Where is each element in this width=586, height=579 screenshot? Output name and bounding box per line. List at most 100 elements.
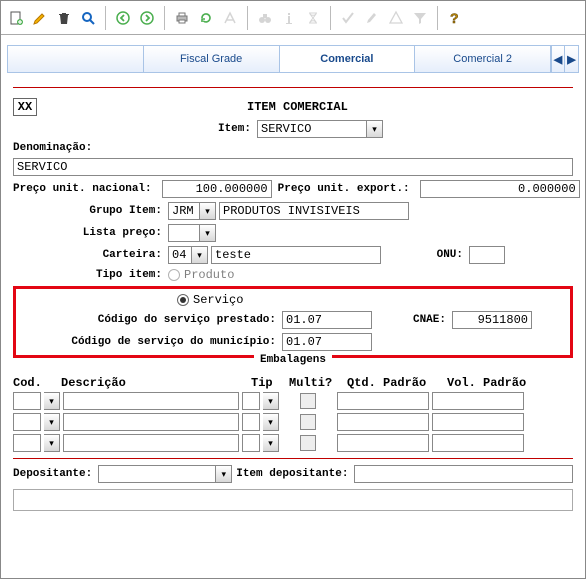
cod-servico-prestado-label: Código do serviço prestado: <box>22 314 282 326</box>
binoculars-icon <box>254 7 276 29</box>
col-vol: Vol. Padrão <box>447 376 547 390</box>
cod-servico-municipio-label: Código de serviço do município: <box>22 336 282 348</box>
radio-servico-label: Serviço <box>193 293 243 307</box>
servico-highlight: Serviço Código do serviço prestado: CNAE… <box>13 286 573 358</box>
tab-blank[interactable] <box>7 45 144 72</box>
warning-icon <box>385 7 407 29</box>
radio-produto-label: Produto <box>184 268 234 282</box>
depositante-field[interactable] <box>98 465 216 483</box>
emb-desc-field[interactable] <box>63 434 239 452</box>
emb-multi-check[interactable] <box>300 435 316 451</box>
edit-icon[interactable] <box>29 7 51 29</box>
svg-text:?: ? <box>450 10 459 26</box>
emb-multi-check[interactable] <box>300 414 316 430</box>
delete-icon[interactable] <box>53 7 75 29</box>
divider <box>13 87 573 88</box>
new-icon[interactable] <box>5 7 27 29</box>
emb-cod-field[interactable] <box>13 413 41 431</box>
emb-cod-field[interactable] <box>13 392 41 410</box>
table-row: ▾ ▾ <box>13 392 573 410</box>
search-icon[interactable] <box>77 7 99 29</box>
carteira-code-field[interactable] <box>168 246 192 264</box>
carteira-label: Carteira: <box>13 249 168 261</box>
lista-label: Lista preço: <box>13 227 168 239</box>
cod-servico-municipio-field[interactable] <box>282 333 372 351</box>
emb-tip-dd[interactable]: ▾ <box>263 392 279 410</box>
grupo-code-field[interactable] <box>168 202 200 220</box>
emb-tip-field[interactable] <box>242 434 260 452</box>
preco-exp-field[interactable] <box>420 180 580 198</box>
radio-servico[interactable] <box>177 294 189 306</box>
item-label: Item: <box>13 123 257 135</box>
print-icon[interactable] <box>171 7 193 29</box>
tool-a-icon <box>219 7 241 29</box>
tab-nav-right[interactable]: ▶ <box>565 45 579 72</box>
cod-servico-prestado-field[interactable] <box>282 311 372 329</box>
emb-cod-dd[interactable]: ▾ <box>44 392 60 410</box>
tab-fiscal-grade[interactable]: Fiscal Grade <box>144 45 280 72</box>
emb-multi-check[interactable] <box>300 393 316 409</box>
emb-qtd-field[interactable] <box>337 434 429 452</box>
depositante-dd[interactable]: ▾ <box>216 465 232 483</box>
tab-comercial[interactable]: Comercial <box>280 45 416 72</box>
refresh-icon[interactable] <box>195 7 217 29</box>
denominacao-label: Denominação: <box>13 142 98 154</box>
lista-field[interactable] <box>168 224 200 242</box>
grupo-desc-field[interactable] <box>219 202 409 220</box>
emb-desc-field[interactable] <box>63 413 239 431</box>
emb-desc-field[interactable] <box>63 392 239 410</box>
grupo-label: Grupo Item: <box>13 205 168 217</box>
radio-produto[interactable] <box>168 269 180 281</box>
emb-vol-field[interactable] <box>432 434 524 452</box>
carteira-dropdown[interactable]: ▾ <box>192 246 208 264</box>
emb-cod-dd[interactable]: ▾ <box>44 434 60 452</box>
hourglass-icon <box>302 7 324 29</box>
table-row: ▾ ▾ <box>13 413 573 431</box>
emb-tip-field[interactable] <box>242 392 260 410</box>
divider <box>13 458 573 459</box>
grupo-dropdown[interactable]: ▾ <box>200 202 216 220</box>
emb-tip-field[interactable] <box>242 413 260 431</box>
item-depositante-field[interactable] <box>354 465 573 483</box>
denominacao-field[interactable] <box>13 158 573 176</box>
status-box: XX <box>13 98 37 116</box>
emb-vol-field[interactable] <box>432 413 524 431</box>
col-cod: Cod. <box>13 376 61 390</box>
onu-field[interactable] <box>469 246 505 264</box>
col-tip: Tip <box>251 376 289 390</box>
col-qtd: Qtd. Padrão <box>347 376 447 390</box>
tab-nav-left[interactable]: ◀ <box>551 45 565 72</box>
panel-comercial: XX ITEM COMERCIAL Item: ▾ Denominação: P… <box>1 73 585 517</box>
embalagens-legend-wrap: Embalagens <box>13 360 573 374</box>
lista-dropdown[interactable]: ▾ <box>200 224 216 242</box>
tabstrip: Fiscal Grade Comercial Comercial 2 ◀ ▶ <box>7 45 579 73</box>
preco-nac-label: Preço unit. nacional: <box>13 183 158 195</box>
item-dropdown[interactable]: ▾ <box>367 120 383 138</box>
emb-qtd-field[interactable] <box>337 392 429 410</box>
col-multi: Multi? <box>289 376 347 390</box>
next-icon[interactable] <box>136 7 158 29</box>
help-icon[interactable]: ? <box>444 7 466 29</box>
emb-tip-dd[interactable]: ▾ <box>263 413 279 431</box>
tab-comercial-2[interactable]: Comercial 2 <box>415 45 551 72</box>
status-bar <box>13 489 573 511</box>
emb-qtd-field[interactable] <box>337 413 429 431</box>
carteira-desc-field[interactable] <box>211 246 381 264</box>
embalagens-table: Cod. Descrição Tip Multi? Qtd. Padrão Vo… <box>13 376 573 452</box>
emb-cod-dd[interactable]: ▾ <box>44 413 60 431</box>
preco-exp-label: Preço unit. export.: <box>278 183 416 195</box>
emb-cod-field[interactable] <box>13 434 41 452</box>
emb-vol-field[interactable] <box>432 392 524 410</box>
item-field[interactable] <box>257 120 367 138</box>
col-desc: Descrição <box>61 376 251 390</box>
check-icon <box>337 7 359 29</box>
cnae-field[interactable] <box>452 311 532 329</box>
toolbar: ? <box>1 1 585 35</box>
filter-icon <box>409 7 431 29</box>
page-title: ITEM COMERCIAL <box>247 100 348 114</box>
preco-nac-field[interactable] <box>162 180 272 198</box>
prev-icon[interactable] <box>112 7 134 29</box>
info-icon <box>278 7 300 29</box>
emb-tip-dd[interactable]: ▾ <box>263 434 279 452</box>
table-row: ▾ ▾ <box>13 434 573 452</box>
